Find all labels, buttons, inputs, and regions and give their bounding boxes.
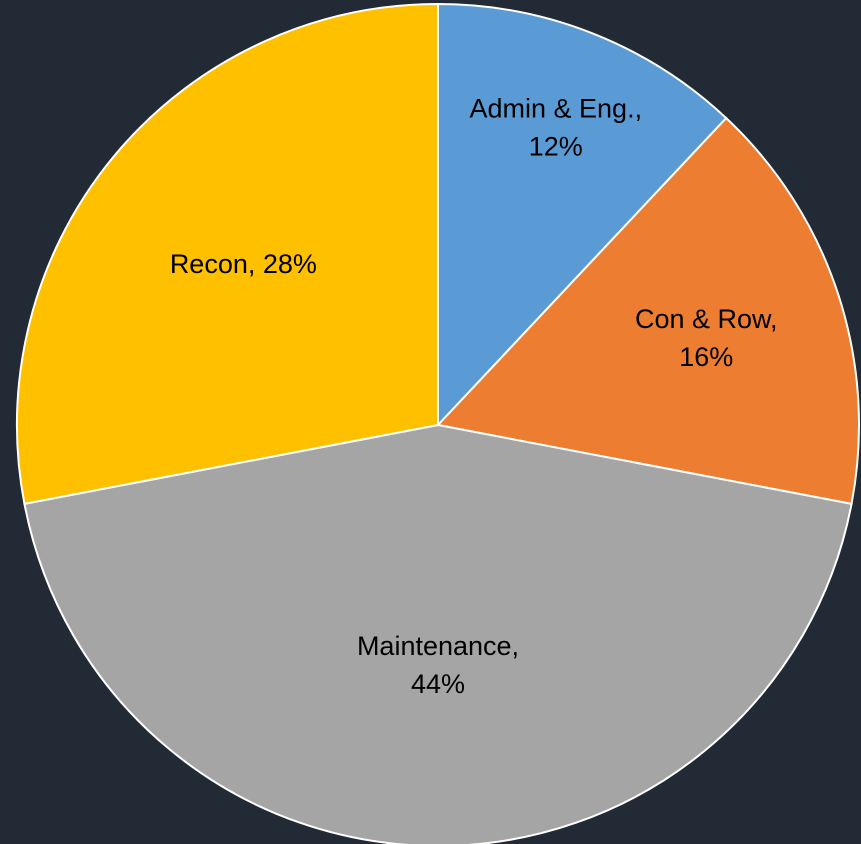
data-label-line: 12%	[529, 132, 583, 162]
pie-slice	[16, 2, 439, 506]
pie-slice	[436, 116, 860, 506]
data-label-line: Recon, 28%	[170, 249, 317, 279]
data-label-line: 16%	[679, 342, 733, 372]
data-label-line: Con & Row,	[635, 304, 778, 334]
data-label-line: Maintenance,	[357, 631, 519, 661]
data-label: Recon, 28%	[170, 249, 317, 279]
pie-slice	[437, 2, 728, 428]
data-label: Maintenance, 44%	[357, 631, 519, 699]
data-label: Con & Row, 16%	[635, 304, 778, 372]
data-label: Admin & Eng., 12%	[469, 94, 642, 162]
data-label-line: 44%	[411, 669, 465, 699]
pie-slice	[23, 423, 853, 844]
data-label-line: Admin & Eng.,	[469, 94, 642, 124]
